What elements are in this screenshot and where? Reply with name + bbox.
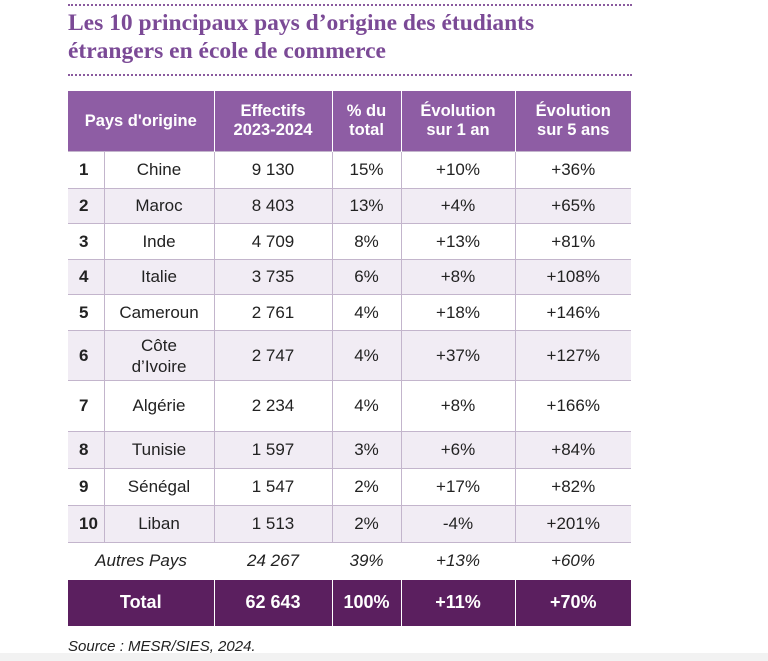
table-row: 5 Cameroun 2 761 4% +18% +146% [68, 294, 631, 331]
header-share: % du total [332, 91, 402, 152]
row-share: 3% [332, 431, 402, 469]
table-row: 8 Tunisie 1 597 3% +6% +84% [68, 431, 631, 469]
row-evolution-1y: +13% [401, 223, 516, 260]
row-rank: 7 [68, 380, 105, 432]
header-count: Effectifs 2023-2024 [214, 91, 333, 152]
title-dotted-rule [68, 74, 632, 76]
table-header-row: Pays d'origine Effectifs 2023-2024 % du to… [68, 91, 631, 152]
row-country: Sénégal [104, 468, 215, 506]
source-note: Source : MESR/SIES, 2024. [68, 638, 256, 655]
row-count: 3 735 [214, 259, 333, 295]
row-evolution-1y: +4% [401, 188, 516, 224]
row-evolution-1y: +17% [401, 468, 516, 506]
row-evolution-5y: +36% [515, 151, 631, 189]
total-evolution-1y: +11% [401, 579, 516, 626]
row-rank: 5 [68, 294, 105, 331]
row-evolution-5y: +108% [515, 259, 631, 295]
row-evolution-1y: +8% [401, 259, 516, 295]
table-row: 10 Liban 1 513 2% -4% +201% [68, 505, 631, 543]
header-country: Pays d'origine [68, 91, 215, 152]
table-row: 7 Algérie 2 234 4% +8% +166% [68, 380, 631, 432]
table-row: 6 Côte d’Ivoire 2 747 4% +37% +127% [68, 330, 631, 381]
row-evolution-5y: +201% [515, 505, 631, 543]
row-rank: 2 [68, 188, 105, 224]
row-count: 2 234 [214, 380, 333, 432]
row-evolution-5y: +127% [515, 330, 631, 381]
total-row: Total 62 643 100% +11% +70% [68, 579, 631, 626]
row-evolution-5y: +166% [515, 380, 631, 432]
row-count: 1 547 [214, 468, 333, 506]
row-evolution-1y: +18% [401, 294, 516, 331]
row-evolution-5y: +84% [515, 431, 631, 469]
row-country: Inde [104, 223, 215, 260]
row-evolution-1y: +6% [401, 431, 516, 469]
row-country: Italie [104, 259, 215, 295]
top-dotted-rule [68, 4, 632, 6]
row-evolution-5y: +81% [515, 223, 631, 260]
row-evolution-5y: +82% [515, 468, 631, 506]
row-evolution-5y: +65% [515, 188, 631, 224]
row-country: Maroc [104, 188, 215, 224]
table-row: 3 Inde 4 709 8% +13% +81% [68, 223, 631, 260]
row-rank: 3 [68, 223, 105, 260]
other-countries-row: Autres Pays 24 267 39% +13% +60% [68, 542, 631, 580]
total-evolution-5y: +70% [515, 579, 631, 626]
row-share: 2% [332, 505, 402, 543]
row-rank: 6 [68, 330, 105, 381]
row-count: 8 403 [214, 188, 333, 224]
table-row: 9 Sénégal 1 547 2% +17% +82% [68, 468, 631, 506]
row-share: 6% [332, 259, 402, 295]
row-rank: 4 [68, 259, 105, 295]
row-country: Liban [104, 505, 215, 543]
row-rank: 9 [68, 468, 105, 506]
header-evolution-1y: Évolution sur 1 an [401, 91, 516, 152]
page-title: Les 10 principaux pays d’origine des étu… [68, 9, 668, 65]
title-line-2: étrangers en école de commerce [68, 38, 386, 64]
row-evolution-1y: -4% [401, 505, 516, 543]
row-count: 1 597 [214, 431, 333, 469]
other-share: 39% [332, 542, 401, 580]
row-count: 2 747 [214, 330, 333, 381]
row-country: Algérie [104, 380, 215, 432]
row-country: Côte d’Ivoire [104, 330, 215, 381]
table-row: 4 Italie 3 735 6% +8% +108% [68, 259, 631, 295]
row-evolution-1y: +37% [401, 330, 516, 381]
row-share: 13% [332, 188, 402, 224]
row-share: 4% [332, 380, 402, 432]
row-rank: 10 [68, 505, 105, 543]
row-share: 2% [332, 468, 402, 506]
students-table: Pays d'origine Effectifs 2023-2024 % du to… [68, 91, 631, 626]
total-share: 100% [332, 579, 402, 626]
total-count: 62 643 [214, 579, 333, 626]
row-count: 2 761 [214, 294, 333, 331]
row-evolution-1y: +8% [401, 380, 516, 432]
row-country: Chine [104, 151, 215, 189]
row-count: 1 513 [214, 505, 333, 543]
row-country: Tunisie [104, 431, 215, 469]
other-evolution-1y: +13% [401, 542, 515, 580]
title-line-1: Les 10 principaux pays d’origine des étu… [68, 10, 535, 36]
row-share: 8% [332, 223, 402, 260]
row-evolution-1y: +10% [401, 151, 516, 189]
bottom-strip [0, 653, 768, 661]
row-count: 9 130 [214, 151, 333, 189]
row-share: 15% [332, 151, 402, 189]
row-share: 4% [332, 330, 402, 381]
table-row: 2 Maroc 8 403 13% +4% +65% [68, 188, 631, 224]
table-row: 1 Chine 9 130 15% +10% +36% [68, 151, 631, 189]
header-evolution-5y: Évolution sur 5 ans [515, 91, 631, 152]
row-rank: 8 [68, 431, 105, 469]
row-evolution-5y: +146% [515, 294, 631, 331]
total-label: Total [68, 579, 215, 626]
row-country: Cameroun [104, 294, 215, 331]
other-label: Autres Pays [68, 542, 214, 580]
row-count: 4 709 [214, 223, 333, 260]
other-evolution-5y: +60% [515, 542, 631, 580]
row-share: 4% [332, 294, 402, 331]
row-rank: 1 [68, 151, 105, 189]
other-count: 24 267 [214, 542, 332, 580]
